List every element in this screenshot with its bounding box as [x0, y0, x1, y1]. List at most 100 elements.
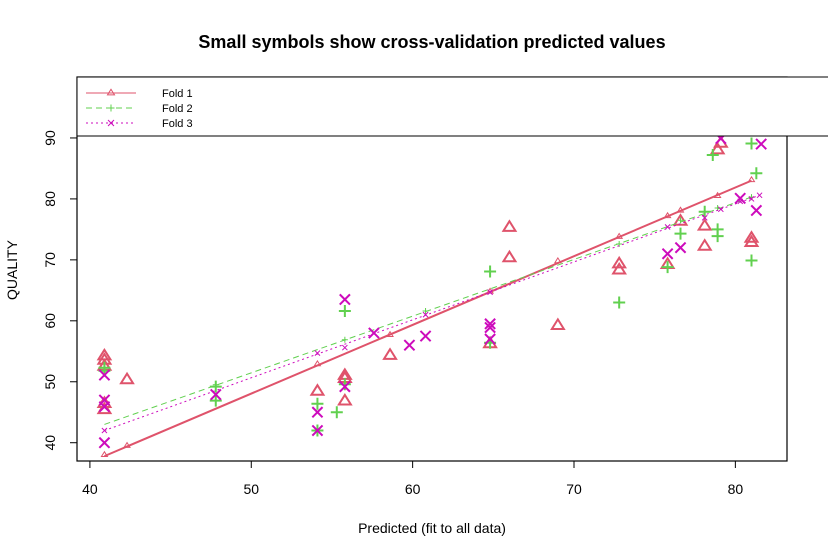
- data-point: [311, 406, 324, 419]
- x-tick-label: 40: [82, 481, 98, 497]
- cv-point: [676, 206, 685, 213]
- y-tick-label: 60: [42, 313, 58, 329]
- data-point: [311, 424, 324, 437]
- data-point: [209, 388, 222, 401]
- data-point: [709, 141, 726, 155]
- legend-label: Fold 1: [162, 88, 193, 100]
- legend-marker: [107, 119, 115, 127]
- data-point: [338, 305, 351, 318]
- data-point: [311, 397, 324, 410]
- data-point: [711, 230, 724, 243]
- data-point: [98, 436, 111, 449]
- y-tick-label: 80: [42, 191, 58, 207]
- data-point: [611, 261, 627, 275]
- data-point: [696, 238, 713, 251]
- cv-point: [615, 232, 624, 239]
- data-point: [484, 333, 496, 345]
- data-point: [501, 249, 518, 263]
- data-point: [403, 339, 416, 351]
- y-tick-label: 90: [42, 130, 58, 146]
- data-point: [484, 321, 496, 334]
- x-tick-label: 60: [405, 481, 421, 497]
- data-point: [745, 137, 758, 150]
- data-point: [368, 327, 380, 339]
- y-axis-label: QUALITY: [4, 239, 20, 300]
- data-point: [339, 380, 351, 393]
- data-point: [674, 227, 687, 240]
- cv-point: [748, 196, 755, 202]
- data-point: [698, 205, 711, 218]
- x-axis-label: Predicted (fit to all data): [358, 520, 506, 536]
- data-point: [661, 261, 674, 274]
- cv-point: [747, 175, 756, 183]
- cv-point: [713, 191, 722, 198]
- x-axis: 40 50 60 70 80: [82, 461, 743, 497]
- data-point: [98, 400, 111, 413]
- data-point: [484, 318, 496, 330]
- data-point: [209, 380, 222, 393]
- cv-point: [717, 206, 724, 213]
- data-point: [209, 394, 222, 407]
- cv-point: [422, 311, 429, 318]
- data-point: [119, 371, 135, 385]
- legend-label: Fold 3: [162, 118, 193, 130]
- plot-area: [96, 132, 767, 458]
- data-point: [706, 149, 719, 162]
- cv-point: [701, 214, 708, 221]
- cv-point: [756, 192, 763, 199]
- data-point: [484, 265, 497, 278]
- data-point: [661, 247, 674, 260]
- data-point: [696, 218, 713, 231]
- data-point: [674, 241, 687, 254]
- data-point: [613, 296, 626, 309]
- data-point: [750, 167, 763, 180]
- fit-line: [104, 179, 752, 458]
- series-group: [96, 135, 760, 458]
- legend-marker: [107, 104, 115, 112]
- cv-point: [313, 359, 322, 367]
- data-point: [330, 406, 343, 419]
- data-point: [382, 347, 398, 360]
- y-tick-label: 50: [42, 374, 58, 390]
- data-point: [339, 293, 351, 306]
- data-point: [734, 192, 747, 205]
- data-point: [745, 254, 758, 267]
- data-point: [419, 330, 432, 342]
- chart-title: Small symbols show cross-validation pred…: [198, 32, 665, 52]
- cv-point: [341, 344, 348, 351]
- cv-point: [123, 441, 131, 448]
- data-point: [743, 230, 760, 243]
- cv-point: [677, 217, 684, 224]
- cv-point: [101, 427, 108, 434]
- cv-point: [314, 350, 321, 357]
- data-point: [337, 393, 353, 406]
- data-point: [309, 383, 326, 396]
- data-point: [743, 234, 760, 248]
- legend-marker: [106, 88, 116, 96]
- data-point: [98, 369, 111, 381]
- data-point: [501, 219, 518, 232]
- legend: Fold 1 Fold 2 Fold 3: [76, 76, 828, 137]
- data-point: [750, 204, 763, 217]
- cv-point: [553, 256, 562, 264]
- legend-label: Fold 2: [162, 103, 193, 115]
- cv-point: [386, 330, 394, 337]
- cv-point: [422, 308, 429, 315]
- y-tick-label: 70: [42, 252, 58, 268]
- y-axis: 40 50 60 70 80 90: [42, 130, 77, 451]
- data-point: [611, 255, 627, 269]
- data-point: [338, 378, 351, 391]
- data-point: [96, 401, 113, 415]
- cv-point: [341, 336, 348, 343]
- cv-point: [100, 450, 109, 458]
- x-tick-label: 80: [728, 481, 744, 497]
- fit-line: [104, 194, 760, 431]
- cv-point: [664, 224, 671, 230]
- series-group: [98, 137, 763, 437]
- x-tick-label: 70: [566, 481, 582, 497]
- legend-box: [76, 76, 828, 137]
- cv-point: [663, 211, 672, 219]
- cv-point: [487, 289, 493, 296]
- series-group: [98, 132, 767, 449]
